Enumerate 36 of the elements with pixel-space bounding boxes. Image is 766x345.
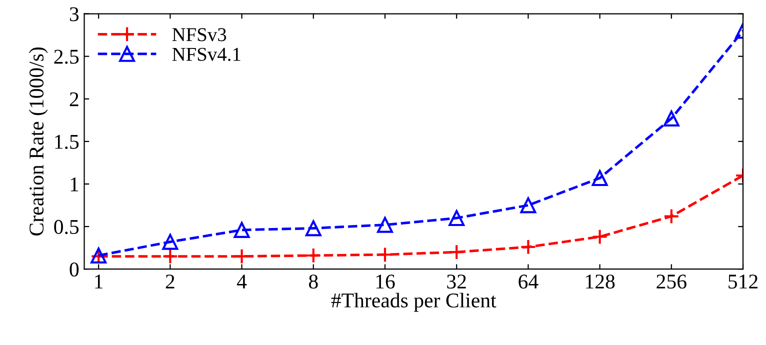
y-tick-label: 2 <box>70 92 78 106</box>
x-tick-label: 64 <box>518 274 538 289</box>
point <box>592 170 608 186</box>
x-tick-label: 16 <box>376 274 395 289</box>
point <box>663 110 680 126</box>
point <box>234 222 250 238</box>
y-tick-label: 0.5 <box>54 220 79 234</box>
x-tick-label: 4 <box>236 274 247 288</box>
point <box>377 246 393 263</box>
legend-label: NFSv4.1 <box>172 48 240 61</box>
point <box>520 197 536 214</box>
point <box>162 248 178 264</box>
x-tick-label: 8 <box>308 274 318 289</box>
x-tick-label: 32 <box>447 274 466 289</box>
y-tick-label: 1 <box>70 177 78 192</box>
point <box>448 210 465 226</box>
point <box>305 247 322 264</box>
x-tick-label: 1 <box>95 274 103 288</box>
y-tick-label: 2.5 <box>54 50 79 64</box>
x-tick-label: 128 <box>586 274 615 289</box>
point <box>663 208 680 224</box>
y-tick-label: 0 <box>70 262 79 277</box>
point <box>592 228 608 245</box>
x-tick-label: 2 <box>166 274 174 288</box>
y-axis-title: Creation Rate (1000/s) <box>28 47 48 236</box>
point <box>162 234 178 250</box>
point <box>448 244 465 260</box>
x-tick-label: 512 <box>728 274 758 289</box>
y-tick-label: 1.5 <box>55 134 79 149</box>
point <box>520 238 536 255</box>
legend-label: NFSv3 <box>172 28 226 42</box>
x-axis-title: #Threads per Client <box>331 292 496 312</box>
x-tick-label: 256 <box>656 274 686 289</box>
y-tick-label: 3 <box>70 7 79 22</box>
point <box>305 220 322 236</box>
point <box>377 216 393 233</box>
